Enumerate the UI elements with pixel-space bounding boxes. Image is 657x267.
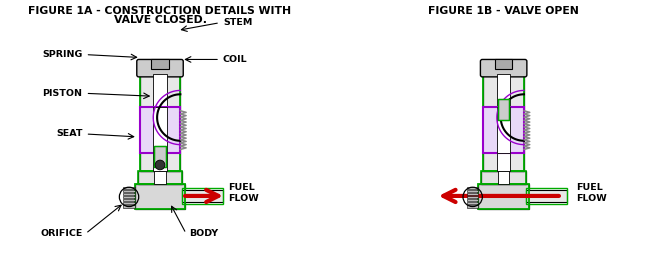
Text: FIGURE 1B - VALVE OPEN: FIGURE 1B - VALVE OPEN (428, 6, 579, 16)
Bar (154, 146, 166, 167)
Bar (124, 193, 135, 195)
Text: FIGURE 1A - CONSTRUCTION DETAILS WITH: FIGURE 1A - CONSTRUCTION DETAILS WITH (28, 6, 292, 16)
Text: COIL: COIL (223, 55, 248, 64)
FancyBboxPatch shape (480, 60, 527, 77)
Bar (497, 107, 510, 153)
Bar (154, 146, 166, 167)
Text: FUEL
FLOW: FUEL FLOW (228, 183, 258, 203)
Bar (154, 171, 166, 184)
Bar (153, 74, 167, 171)
Bar (478, 184, 529, 210)
FancyBboxPatch shape (137, 60, 183, 77)
Bar (498, 99, 509, 120)
Bar (135, 184, 185, 210)
Bar (467, 193, 478, 195)
Bar (482, 171, 526, 184)
Bar (526, 190, 566, 202)
Bar (124, 202, 135, 205)
Bar (140, 107, 180, 153)
Text: SPRING: SPRING (42, 50, 83, 59)
Text: VALVE CLOSED.: VALVE CLOSED. (114, 15, 206, 25)
Bar (498, 99, 509, 120)
Bar (135, 184, 185, 210)
Bar (482, 171, 526, 184)
Bar (124, 190, 135, 192)
Bar (498, 171, 509, 184)
Bar (467, 190, 478, 192)
Bar (478, 184, 529, 210)
Bar (467, 202, 478, 205)
Bar (151, 60, 169, 69)
Bar (124, 187, 135, 189)
Bar (124, 205, 135, 207)
Bar (182, 190, 223, 202)
Circle shape (155, 160, 165, 170)
Bar (467, 196, 478, 198)
Bar (497, 74, 510, 171)
Bar (484, 107, 524, 153)
Text: SEAT: SEAT (56, 129, 83, 139)
Bar (124, 199, 135, 201)
Text: BODY: BODY (189, 229, 218, 238)
Bar (182, 188, 223, 204)
Bar (467, 205, 478, 207)
Text: PISTON: PISTON (43, 89, 83, 98)
Bar (153, 107, 167, 153)
Bar (124, 196, 135, 198)
Text: STEM: STEM (223, 18, 252, 27)
Bar (467, 187, 478, 189)
Bar (484, 74, 524, 171)
Bar (484, 74, 524, 171)
Bar (140, 74, 180, 171)
Bar (138, 171, 182, 184)
Text: FUEL
FLOW: FUEL FLOW (576, 183, 607, 203)
Bar (140, 74, 180, 171)
Bar (526, 188, 566, 204)
Bar (467, 199, 478, 201)
Text: ORIFICE: ORIFICE (40, 229, 83, 238)
Bar (495, 60, 512, 69)
Bar (138, 171, 182, 184)
